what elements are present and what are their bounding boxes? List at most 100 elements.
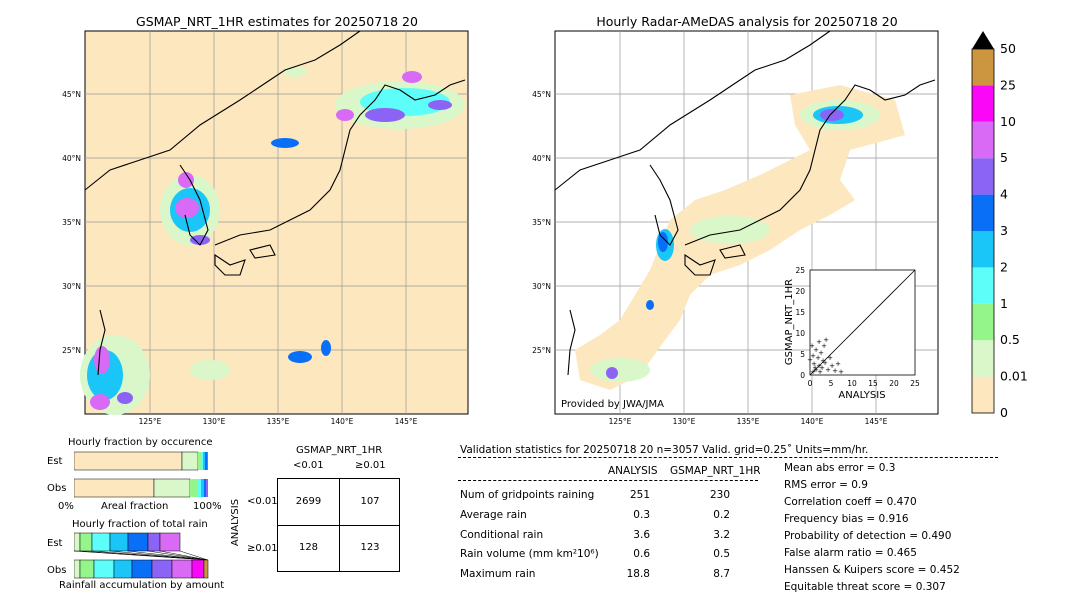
right-map: 45°N 40°N 35°N 30°N 25°N 125°E 130°E 135… bbox=[532, 30, 939, 425]
colorbar-segment bbox=[972, 49, 994, 86]
svg-text:+: + bbox=[821, 342, 827, 350]
left-lat-label: 35°N bbox=[62, 218, 81, 227]
svg-text:+: + bbox=[810, 352, 816, 360]
svg-text:+: + bbox=[823, 336, 829, 344]
score-line: Equitable threat score = 0.307 bbox=[784, 581, 946, 593]
total-rain-title: Hourly fraction of total rain bbox=[72, 519, 208, 530]
left-lat-label: 25°N bbox=[62, 346, 81, 355]
right-lon-label: 135°E bbox=[737, 417, 760, 425]
score-line: RMS error = 0.9 bbox=[784, 479, 868, 491]
svg-text:+: + bbox=[816, 338, 822, 346]
svg-text:+: + bbox=[832, 367, 838, 375]
total-rain-est-bar bbox=[74, 532, 209, 561]
validation-row-analysis: 18.8 bbox=[626, 568, 650, 580]
colorbar-label: 1 bbox=[1000, 296, 1008, 311]
svg-text:+: + bbox=[819, 364, 825, 372]
left-lat-label: 30°N bbox=[62, 282, 81, 291]
left-coastlines bbox=[84, 30, 466, 376]
svg-text:+: + bbox=[827, 354, 833, 362]
svg-text:+: + bbox=[817, 368, 823, 376]
score-line: False alarm ratio = 0.465 bbox=[784, 547, 917, 559]
svg-text:+: + bbox=[820, 357, 826, 365]
svg-text:+: + bbox=[815, 354, 821, 362]
left-lat-label: 45°N bbox=[62, 90, 81, 99]
left-lat-label: 40°N bbox=[62, 154, 81, 163]
colorbar-label: 50 bbox=[1000, 41, 1016, 56]
right-lat-label: 30°N bbox=[532, 282, 551, 291]
left-lat-labels: 45°N 40°N 35°N 30°N 25°N bbox=[62, 90, 81, 355]
svg-text:+: + bbox=[816, 362, 822, 370]
colorbar-segment bbox=[972, 340, 994, 377]
scatter-x-ticks: 0 5 10 15 20 25 bbox=[808, 379, 920, 388]
left-lon-label: 135°E bbox=[267, 417, 290, 425]
contingency-col-label: ≥0.01 bbox=[355, 460, 386, 471]
svg-text:+: + bbox=[809, 342, 815, 350]
validation-row-label: Conditional rain bbox=[460, 529, 544, 541]
colorbar-segment bbox=[972, 267, 994, 304]
validation-row-gsmap: 230 bbox=[709, 489, 730, 501]
svg-text:+: + bbox=[813, 346, 819, 354]
left-lon-labels: 125°E 130°E 135°E 140°E 145°E bbox=[139, 417, 418, 425]
colorbar-segment bbox=[972, 231, 994, 268]
scatter-x-tick: 10 bbox=[847, 379, 857, 388]
scatter-y-tick: 0 bbox=[800, 371, 805, 380]
svg-text:+: + bbox=[810, 368, 816, 376]
scatter-x-tick: 0 bbox=[808, 379, 813, 388]
left-lon-label: 125°E bbox=[139, 417, 162, 425]
validation-row-label: Num of gridpoints raining bbox=[460, 489, 595, 501]
contingency-row-label: <0.01 bbox=[247, 496, 278, 507]
colorbar-extend-arrow bbox=[972, 31, 994, 49]
left-map: 45°N 40°N 35°N 30°N 25°N 125°E 130°E 135… bbox=[62, 30, 469, 425]
scatter-y-tick: 25 bbox=[795, 266, 805, 275]
score-line: Hanssen & Kuipers score = 0.452 bbox=[784, 564, 960, 576]
score-line: Probability of detection = 0.490 bbox=[784, 530, 952, 542]
validation-row-analysis: 251 bbox=[629, 489, 650, 501]
validation-col-header: ANALYSIS bbox=[608, 465, 658, 477]
colorbar-label: 0.5 bbox=[1000, 332, 1020, 347]
right-lon-label: 140°E bbox=[801, 417, 824, 425]
right-lon-label: 125°E bbox=[609, 417, 632, 425]
colorbar-segments bbox=[972, 49, 994, 413]
occurrence-obs-bar bbox=[74, 478, 208, 498]
colorbar-segment bbox=[972, 303, 994, 341]
occurrence-obs-label: Obs bbox=[47, 483, 67, 494]
validation-header: Validation statistics for 20250718 20 n=… bbox=[460, 444, 869, 456]
right-lon-label: 130°E bbox=[673, 417, 696, 425]
total-rain-bars bbox=[74, 532, 209, 579]
right-rain-field bbox=[590, 100, 880, 382]
validation-row-label: Average rain bbox=[460, 509, 527, 521]
svg-text:+: + bbox=[835, 360, 841, 368]
colorbar-label: 0.01 bbox=[1000, 369, 1028, 384]
svg-text:+: + bbox=[818, 349, 824, 357]
total-rain-obs-label: Obs bbox=[47, 565, 67, 576]
colorbar-label: 3 bbox=[1000, 223, 1008, 238]
colorbar-label: 5 bbox=[1000, 150, 1008, 165]
validation-row-analysis: 0.3 bbox=[633, 509, 650, 521]
colorbar-label: 25 bbox=[1000, 77, 1016, 92]
svg-text:+: + bbox=[838, 368, 844, 376]
colorbar-segment bbox=[972, 194, 994, 231]
svg-text:+: + bbox=[825, 366, 831, 374]
total-rain-axis-label: Rainfall accumulation by amount bbox=[59, 580, 225, 591]
scatter-y-tick: 5 bbox=[800, 350, 805, 359]
scatter-inset: +++ + ++ +++ ++ + +++ +++ +++ +++ 0 5 10 1… bbox=[784, 266, 920, 401]
right-lat-label: 35°N bbox=[532, 218, 551, 227]
scatter-y-tick: 20 bbox=[795, 287, 805, 296]
left-rain-field bbox=[80, 67, 465, 415]
svg-text:+: + bbox=[812, 364, 818, 372]
occurrence-est-bar bbox=[74, 451, 208, 471]
svg-text:+: + bbox=[829, 362, 835, 370]
colorbar-label: 4 bbox=[1000, 187, 1008, 202]
scatter-y-ticks: 0 5 10 15 20 25 bbox=[795, 266, 805, 380]
scatter-ylabel: GSMAP_NRT_1HR bbox=[784, 279, 795, 365]
validation-row-analysis: 3.6 bbox=[633, 529, 650, 541]
validation-header-rule bbox=[458, 457, 998, 458]
scatter-x-tick: 15 bbox=[868, 379, 878, 388]
occurrence-bars bbox=[74, 451, 208, 498]
validation-row-gsmap: 0.5 bbox=[713, 548, 730, 560]
contingency-table: 2699 107 128 123 bbox=[277, 478, 400, 572]
left-lon-label: 140°E bbox=[331, 417, 354, 425]
data-credit: Provided by JWA/JMA bbox=[561, 399, 664, 410]
validation-row-analysis: 0.6 bbox=[633, 548, 650, 560]
right-lon-labels: 125°E 130°E 135°E 140°E 145°E bbox=[609, 417, 888, 425]
